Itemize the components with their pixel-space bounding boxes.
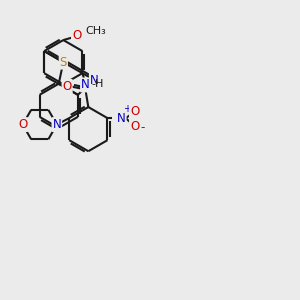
Text: N: N	[52, 118, 61, 131]
Text: O: O	[72, 29, 81, 42]
Text: S: S	[60, 56, 67, 69]
Text: N: N	[117, 112, 126, 124]
Text: +: +	[123, 104, 130, 114]
Text: O: O	[130, 105, 139, 118]
Text: O: O	[130, 120, 139, 133]
Text: -: -	[140, 121, 145, 134]
Text: N: N	[81, 79, 90, 92]
Text: -H: -H	[92, 80, 104, 89]
Text: O: O	[62, 80, 72, 93]
Text: O: O	[18, 118, 27, 131]
Text: N: N	[90, 74, 99, 86]
Text: CH₃: CH₃	[85, 26, 106, 36]
